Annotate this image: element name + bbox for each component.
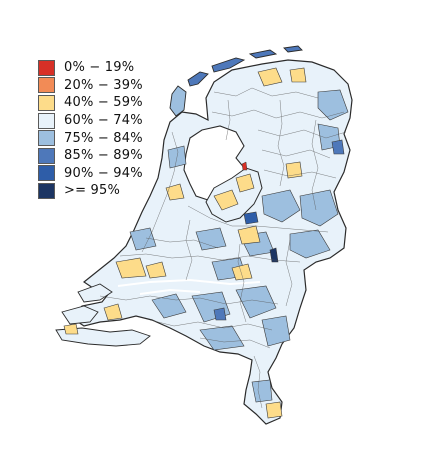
region-yellow-limburg (265, 401, 283, 419)
region-limburg-south (251, 379, 273, 403)
region-yellow-noordholland (165, 183, 185, 201)
legend-item: 20% − 39% (38, 77, 143, 95)
region-dark-groningen (331, 139, 345, 155)
legend-swatch (38, 165, 55, 182)
legend-label: >= 95% (64, 183, 121, 199)
legend-item: >= 95% (38, 182, 143, 200)
legend-item: 40% − 59% (38, 94, 143, 112)
municipality-boundaries (99, 87, 347, 409)
wadden-island-ameland (248, 49, 278, 59)
legend-label: 60% − 74% (64, 113, 143, 129)
region-yellow-gelderland (231, 263, 253, 281)
legend-swatch (38, 94, 55, 111)
legend-swatch (38, 130, 55, 147)
legend-label: 85% − 89% (64, 148, 143, 164)
legend-swatch (38, 182, 55, 199)
region-dark-veluwe (243, 211, 259, 225)
region-yellow-friesland (285, 161, 303, 179)
legend-item: 60% − 74% (38, 112, 143, 130)
legend: 0% − 19% 20% − 39% 40% − 59% 60% − 74% 75% −… (38, 59, 143, 200)
zeeland-flanders (55, 327, 151, 347)
region-yellow-flevoland-2 (235, 173, 255, 193)
legend-item: 90% − 94% (38, 165, 143, 183)
region-yellow-rotterdam (115, 257, 147, 279)
region-yellow-utrecht (237, 225, 261, 245)
region-utrecht (195, 227, 227, 251)
region-yellow-zeeland-2 (63, 323, 79, 335)
wadden-island-terschelling (211, 57, 246, 73)
region-yellow-groningen (257, 67, 283, 87)
region-brabant-east (235, 285, 277, 319)
region-red-spot (241, 161, 248, 171)
region-dark-overijssel (269, 247, 279, 263)
region-yellow-zeeland (103, 303, 123, 321)
region-yellow-holland (145, 261, 167, 279)
wadden-island-schiermonnikoog (283, 45, 303, 53)
legend-swatch (38, 77, 55, 94)
legend-item: 75% − 84% (38, 129, 143, 147)
zeeland-island-north (77, 283, 113, 303)
legend-swatch (38, 112, 55, 129)
legend-label: 90% − 94% (64, 165, 143, 181)
zeeland-island-middle (61, 305, 99, 325)
legend-label: 40% − 59% (64, 95, 143, 111)
river-lines (117, 278, 261, 295)
region-limburg-north (261, 315, 291, 347)
region-groningen-east (317, 89, 349, 121)
region-overijssel-west (261, 189, 301, 223)
region-yellow-flevoland (213, 189, 239, 211)
legend-item: 0% − 19% (38, 59, 143, 77)
legend-swatch (38, 59, 55, 76)
wadden-island-vlieland (187, 71, 209, 87)
legend-swatch (38, 147, 55, 164)
region-twente (299, 189, 339, 227)
legend-label: 0% − 19% (64, 60, 135, 76)
wadden-island-texel (169, 85, 187, 117)
region-yellow-groningen-2 (289, 67, 307, 83)
legend-label: 20% − 39% (64, 77, 143, 93)
legend-item: 85% − 89% (38, 147, 143, 165)
region-holland-south (129, 227, 157, 251)
legend-label: 75% − 84% (64, 130, 143, 146)
region-dark-brabant (213, 307, 227, 321)
